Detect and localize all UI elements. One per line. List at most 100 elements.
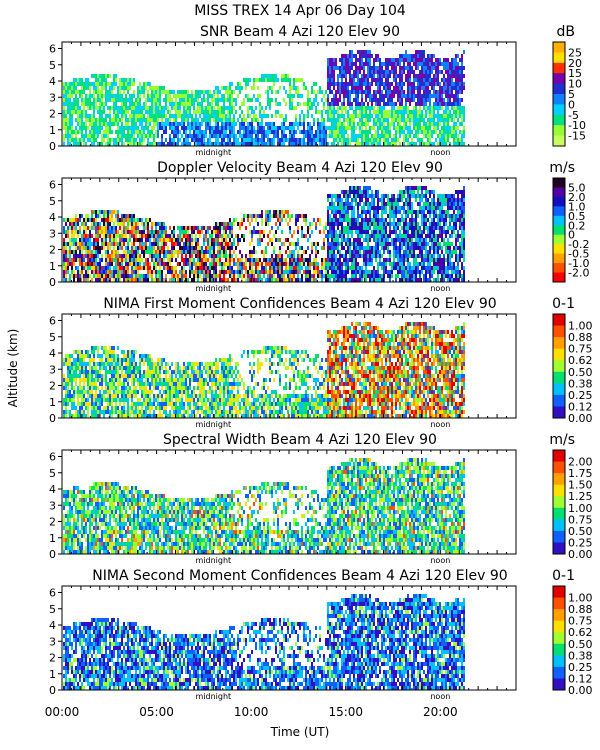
heatmap-field	[63, 322, 465, 418]
heatmap-field	[63, 50, 465, 146]
colorbar: 1.000.880.750.620.500.380.250.120.00	[552, 585, 593, 697]
colorbar-segment	[553, 253, 565, 264]
colorbar-label: 0.5	[568, 210, 586, 223]
colorbar-label: 0.38	[568, 649, 593, 662]
panel-5: NIMA Second Moment Confidences Beam 4 Az…	[49, 568, 593, 701]
panel-title: Doppler Velocity Beam 4 Azi 120 Elev 90	[157, 160, 443, 176]
colorbar-segment	[553, 272, 565, 283]
colorbar-segment	[553, 52, 565, 64]
colorbar-segment	[553, 406, 565, 419]
colorbar-label: 0.38	[568, 377, 593, 390]
colorbar-label: 0.88	[568, 331, 593, 344]
colorbar-segment	[553, 225, 565, 236]
y-tick-label: 2	[49, 380, 56, 393]
colorbar-segment	[553, 643, 565, 656]
y-tick-label: 4	[49, 347, 56, 360]
colorbar-segment	[553, 135, 565, 147]
y-tick-label: 5	[49, 331, 56, 344]
colorbar-label: 0.50	[568, 366, 593, 379]
panel-title: NIMA First Moment Confidences Beam 4 Azi…	[103, 296, 496, 312]
colorbar-segment	[553, 215, 565, 226]
colorbar-segment	[553, 542, 565, 555]
y-tick-label: 5	[49, 59, 56, 72]
colorbar-label: -15	[568, 130, 586, 143]
y-axis-label: Altitude (km)	[6, 329, 20, 408]
panel-unit: 0-1	[552, 568, 575, 584]
marker-midnight: midnight	[195, 284, 231, 293]
colorbar-segment	[553, 383, 565, 396]
panel-title: Spectral Width Beam 4 Azi 120 Elev 90	[163, 432, 437, 448]
y-tick-label: 1	[49, 532, 56, 545]
colorbar-segment	[553, 655, 565, 668]
colorbar-segment	[553, 632, 565, 645]
heatmap-field	[63, 594, 465, 690]
colorbar-label: 5	[568, 88, 575, 101]
colorbar-label: 15	[568, 67, 582, 80]
panel-3: NIMA First Moment Confidences Beam 4 Azi…	[49, 296, 593, 429]
colorbar-label: 1.00	[568, 320, 593, 333]
y-tick-label: 5	[49, 467, 56, 480]
panel-2: Doppler Velocity Beam 4 Azi 120 Elev 90 m…	[49, 160, 589, 293]
colorbar-segment	[553, 244, 565, 255]
panel-title: SNR Beam 4 Azi 120 Elev 90	[200, 24, 400, 40]
colorbar-label: 0.25	[568, 661, 593, 674]
colorbar-segment	[553, 609, 565, 622]
colorbar-segment	[553, 73, 565, 85]
colorbar-segment	[553, 530, 565, 543]
colorbar-segment	[553, 519, 565, 532]
y-tick-label: 3	[49, 227, 56, 240]
panel-1: SNR Beam 4 Azi 120 Elev 90 dB 0 1 2 3 4 5 6 midni…	[49, 24, 586, 157]
y-tick-label: 4	[49, 211, 56, 224]
y-tick-label: 3	[49, 635, 56, 648]
colorbar-segment	[553, 394, 565, 407]
colorbar-label: 0.75	[568, 343, 593, 356]
colorbar-segment	[553, 496, 565, 509]
colorbar-segment	[553, 348, 565, 361]
colorbar-label: 10	[568, 78, 582, 91]
colorbar-label: 0.62	[568, 626, 593, 639]
x-tick-labels: 00:00 05:00 10:00 15:00 20:00	[45, 705, 458, 719]
y-tick-label: 2	[49, 244, 56, 257]
y-tick-label: 1	[49, 124, 56, 137]
y-tick-label: 4	[49, 75, 56, 88]
colorbar-segment	[553, 206, 565, 217]
colorbar-label: -5	[568, 109, 579, 122]
colorbar-segment	[553, 325, 565, 338]
colorbar-segment	[553, 678, 565, 691]
colorbar-segment	[553, 187, 565, 198]
x-axis-label: Time (UT)	[270, 725, 330, 739]
colorbar-segment	[553, 586, 565, 599]
y-tick-label: 5	[49, 195, 56, 208]
colorbar-label: -1.0	[568, 257, 589, 270]
colorbar-segment	[553, 234, 565, 245]
panel-unit: 0-1	[552, 296, 575, 312]
panel-unit: m/s	[549, 160, 575, 176]
y-tick-label: 6	[49, 43, 56, 56]
colorbar-label: 0.75	[568, 513, 593, 526]
colorbar-label: 0.25	[568, 389, 593, 402]
y-tick-label: 6	[49, 315, 56, 328]
marker-midnight: midnight	[195, 556, 231, 565]
marker-midnight: midnight	[195, 148, 231, 157]
colorbar-segment	[553, 666, 565, 679]
colorbar-segment	[553, 178, 565, 188]
y-tick-label: 3	[49, 499, 56, 512]
colorbar: 2.001.751.501.251.000.750.500.250.00	[552, 449, 593, 561]
colorbar-label: 1.75	[568, 467, 593, 480]
y-tick-label: 1	[49, 260, 56, 273]
colorbar-label: 0.00	[568, 684, 593, 697]
heatmap-field	[63, 186, 465, 282]
marker-noon: noon	[430, 692, 450, 701]
marker-noon: noon	[430, 556, 450, 565]
colorbar-segment	[553, 125, 565, 137]
colorbar-segment	[553, 360, 565, 373]
x-tick-label: 10:00	[234, 705, 269, 719]
y-tick-label: 1	[49, 668, 56, 681]
y-tick-label: 0	[49, 684, 56, 697]
colorbar-label: -0.2	[568, 238, 589, 251]
colorbar-label: -0.5	[568, 248, 589, 261]
x-tick-label: 20:00	[423, 705, 458, 719]
colorbar-label: 20	[568, 57, 582, 70]
colorbar-label: 0.12	[568, 400, 593, 413]
